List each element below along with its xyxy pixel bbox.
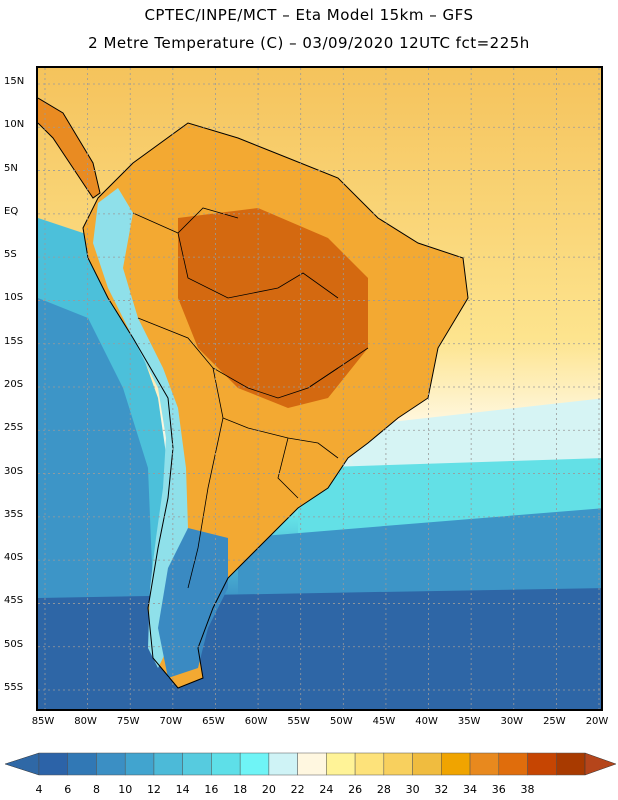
lon-label: 40W (415, 716, 438, 727)
lon-label: 70W (159, 716, 183, 727)
lat-label: 10N (4, 119, 25, 131)
lon-label: 20W (585, 716, 609, 727)
lat-label: 20S (4, 379, 24, 390)
patagonia-cold-region (158, 528, 228, 678)
colorbar-swatch (412, 752, 442, 776)
colorbar-tick-label: 38 (520, 783, 535, 796)
colorbar-tick-label: 6 (64, 783, 72, 796)
lat-label: 55S (4, 682, 24, 693)
colorbar-high-arrow (584, 752, 617, 776)
colorbar-tick-label: 36 (491, 783, 506, 796)
lon-label: 80W (74, 716, 97, 727)
colorbar-tick-label: 12 (146, 783, 161, 796)
lat-label: EQ (4, 205, 19, 217)
map-canvas (38, 68, 601, 709)
andes-cool-strip (93, 188, 188, 668)
atlantic-cold-band (38, 588, 601, 709)
colorbar-tick-label: 30 (405, 783, 420, 796)
lon-label: 45W (372, 716, 396, 727)
colorbar-tick-label: 16 (204, 783, 219, 796)
title-line-1: CPTEC/INPE/MCT – Eta Model 15km – GFS (144, 6, 474, 24)
lat-label: 30S (4, 465, 24, 477)
colorbar-tick-label: 14 (175, 783, 190, 796)
lat-label: 25S (4, 422, 24, 434)
colorbar-tick-label: 18 (233, 783, 248, 796)
amazon-hot-core (178, 208, 368, 408)
lon-label: 30W (500, 716, 524, 727)
colorbar-swatch (211, 752, 241, 776)
colorbar-tick-label: 34 (463, 783, 478, 796)
lon-label: 50W (329, 716, 353, 727)
colorbar-swatch (239, 752, 270, 776)
lat-label: 45S (4, 595, 24, 607)
colorbar-swatch (96, 752, 126, 776)
lat-label: 15N (4, 76, 25, 87)
lon-label: 25W (543, 716, 566, 727)
colorbar (4, 752, 617, 776)
lon-label: 65W (202, 716, 225, 727)
central-america-coastline (38, 97, 101, 199)
temperature-map[interactable] (36, 66, 603, 711)
colorbar-tick-label: 26 (348, 783, 363, 796)
colorbar-tick-label: 24 (319, 783, 334, 796)
colorbar-swatch (268, 752, 298, 776)
colorbar-tick-label: 32 (434, 783, 449, 796)
colorbar-tick-label: 8 (92, 783, 100, 796)
colorbar-swatch (297, 752, 327, 776)
lon-label: 60W (244, 716, 268, 727)
lat-label: 15S (4, 335, 24, 347)
lon-label: 75W (116, 716, 140, 727)
colorbar-tick-label: 10 (118, 783, 133, 796)
lat-label: 5N (4, 162, 18, 174)
lon-label: 85W (31, 716, 55, 727)
lon-label: 35W (457, 716, 481, 727)
title-line-2: 2 Metre Temperature (C) – 03/09/2020 12U… (88, 34, 530, 52)
colorbar-swatch (326, 752, 356, 776)
colorbar-swatch (354, 752, 385, 776)
colorbar-tick-label: 4 (35, 783, 43, 796)
lat-label: 35S (4, 508, 24, 520)
colorbar-tick-label: 20 (261, 783, 276, 796)
colorbar-swatch (383, 752, 413, 776)
colorbar-swatch (153, 752, 183, 776)
lat-label: 50S (4, 638, 24, 650)
colorbar-swatch (441, 752, 471, 776)
central-america (38, 98, 100, 198)
colorbar-tick-label: 22 (290, 783, 305, 796)
colorbar-swatch (124, 752, 155, 776)
colorbar-low-arrow (4, 752, 40, 776)
lat-label: 10S (4, 292, 24, 304)
colorbar-swatch (182, 752, 212, 776)
lat-label: 5S (4, 249, 17, 261)
colorbar-swatch (498, 752, 528, 776)
colorbar-swatch (469, 752, 500, 776)
lat-label: 40S (4, 552, 24, 564)
lon-label: 55W (287, 716, 310, 727)
colorbar-tick-label: 28 (376, 783, 391, 796)
colorbar-swatch (556, 752, 586, 776)
colorbar-swatch (67, 752, 97, 776)
colorbar-swatch (38, 752, 68, 776)
coastline (82, 122, 469, 689)
colorbar-swatch (527, 752, 557, 776)
